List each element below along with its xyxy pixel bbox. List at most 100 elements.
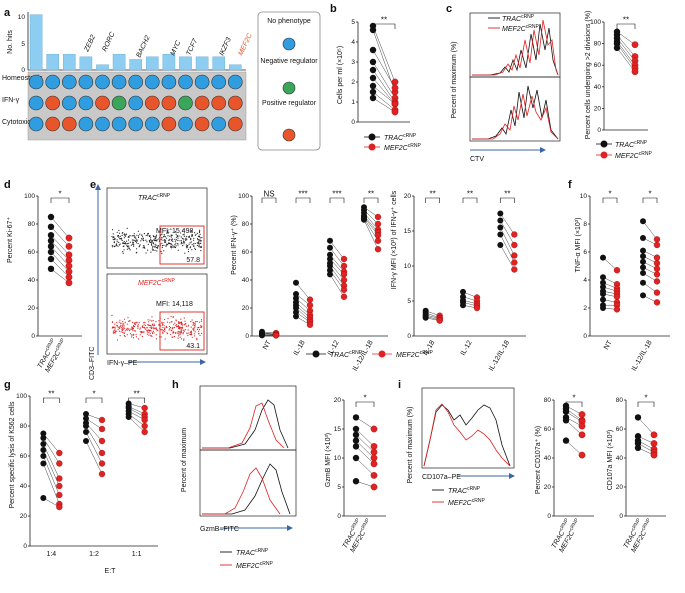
flow-event bbox=[167, 230, 169, 232]
panel-c-xlabel: CTV bbox=[470, 156, 484, 163]
flow-event bbox=[166, 321, 168, 323]
panel-a: No. hits 0 5 10 ZEB2 RORC BACH2 MYC TCF7… bbox=[2, 11, 321, 151]
flow-event bbox=[112, 233, 114, 235]
f-ytick-label: 0 bbox=[583, 333, 587, 340]
panel-i-y3label: CD107a MFI (×10³) bbox=[607, 430, 614, 491]
flow-event bbox=[179, 321, 181, 323]
b-pair-line bbox=[372, 25, 396, 83]
flow-event bbox=[174, 245, 176, 247]
row-label-ifng: IFN-γ bbox=[2, 97, 20, 104]
g-pair-line bbox=[43, 437, 60, 464]
dot-r1-c4 bbox=[95, 95, 110, 111]
e1-sig-label: ** bbox=[368, 190, 374, 199]
g-trac-point bbox=[40, 460, 47, 467]
flow-event bbox=[113, 245, 115, 247]
e1-sig-bracket bbox=[329, 197, 345, 203]
flow-event bbox=[172, 246, 174, 248]
h-ytick-label: 0 bbox=[337, 513, 341, 520]
flow-event bbox=[199, 241, 201, 243]
legend-b-trac: TRACcRNP bbox=[384, 133, 417, 142]
flow-event bbox=[130, 244, 132, 246]
g-mef2c-point bbox=[56, 503, 63, 511]
e2-ytick-label: 5 bbox=[407, 298, 411, 305]
i1-pair-line bbox=[565, 420, 583, 435]
flow-event bbox=[129, 320, 131, 322]
flow-event bbox=[169, 322, 171, 324]
flow-event bbox=[145, 328, 147, 330]
panel-a-ytick-10: 10 bbox=[18, 14, 26, 21]
flow-event bbox=[194, 232, 196, 234]
flow-event bbox=[187, 329, 189, 331]
i2-trac-point bbox=[634, 444, 642, 452]
flow-event bbox=[128, 330, 131, 332]
flow-event bbox=[163, 244, 165, 246]
flow-event bbox=[124, 335, 126, 337]
dot-r0-c2 bbox=[62, 74, 77, 90]
flow-event bbox=[113, 326, 115, 328]
dot-r0-c4 bbox=[95, 74, 110, 90]
flow-event bbox=[199, 237, 201, 239]
flow-event bbox=[151, 332, 154, 335]
panel-g-letter: g bbox=[4, 379, 11, 391]
flow-event bbox=[168, 329, 170, 331]
panel-e-ylabel-pct: Percent IFN-γ⁺ (%) bbox=[230, 215, 238, 275]
flow-event bbox=[119, 319, 121, 321]
g-mef2c-point bbox=[141, 416, 148, 424]
bar-c7 bbox=[129, 59, 143, 71]
d-pair-line bbox=[50, 258, 70, 278]
flow-event bbox=[139, 334, 141, 336]
i2-ytick-label: 80 bbox=[616, 397, 624, 404]
flow-event bbox=[195, 233, 197, 235]
flow-event bbox=[174, 243, 176, 246]
g-pair-line bbox=[128, 416, 145, 433]
flow-event bbox=[183, 240, 185, 242]
flow-event bbox=[122, 325, 124, 327]
flow-event bbox=[175, 239, 178, 241]
dot-r1-c7 bbox=[145, 95, 160, 111]
flow-event bbox=[152, 325, 154, 327]
c-mef2c-point bbox=[631, 68, 639, 76]
flow-event bbox=[134, 235, 136, 237]
flow-event bbox=[126, 328, 128, 330]
flow-event bbox=[144, 321, 146, 324]
f-trac-point bbox=[640, 247, 646, 254]
flow-event bbox=[127, 327, 129, 329]
e2-trac-point bbox=[497, 224, 504, 231]
legend-green-dot bbox=[282, 81, 296, 95]
flow-event bbox=[193, 333, 195, 335]
flow-event bbox=[143, 324, 145, 326]
g-ytick-label: 80 bbox=[20, 423, 28, 430]
g-xcat-label: 1:2 bbox=[89, 551, 99, 558]
panel-a-ytick-5: 5 bbox=[21, 41, 25, 48]
d-mef2c-point bbox=[65, 243, 73, 250]
flow-event bbox=[194, 331, 196, 333]
flow-event bbox=[163, 322, 165, 324]
flow-event bbox=[122, 324, 124, 326]
flow-event bbox=[175, 233, 177, 235]
flow-event bbox=[188, 235, 190, 237]
i2-ytick-label: 40 bbox=[616, 455, 624, 462]
flow-event bbox=[146, 327, 148, 329]
h-sig-bracket bbox=[355, 401, 375, 407]
b-sig-label: ** bbox=[381, 16, 387, 25]
f-ytick-label: 6 bbox=[583, 249, 587, 256]
c-ytick-label: 20 bbox=[594, 105, 602, 112]
flow-event bbox=[195, 321, 197, 323]
flow-event bbox=[130, 333, 132, 335]
g-xcat-label: 1:1 bbox=[132, 551, 142, 558]
flow-event bbox=[165, 241, 167, 243]
h-sig-label: * bbox=[363, 394, 366, 403]
b-ytick-label: 1 bbox=[351, 99, 355, 106]
flow-ylabel: CD3–FITC bbox=[89, 347, 96, 380]
flow-event bbox=[128, 328, 130, 330]
flow-event bbox=[181, 324, 183, 326]
dot-r1-c10 bbox=[194, 95, 210, 111]
flow-event bbox=[176, 234, 178, 237]
flow-event bbox=[128, 245, 130, 247]
h-ytick-label: 5 bbox=[337, 484, 341, 491]
e1-ytick-label: 40 bbox=[242, 277, 250, 284]
f-mef2c-point bbox=[653, 271, 661, 278]
flow-event bbox=[155, 238, 157, 240]
flow-event bbox=[141, 336, 143, 338]
flow-mfi-bottom: MFI: 14,118 bbox=[156, 301, 193, 308]
